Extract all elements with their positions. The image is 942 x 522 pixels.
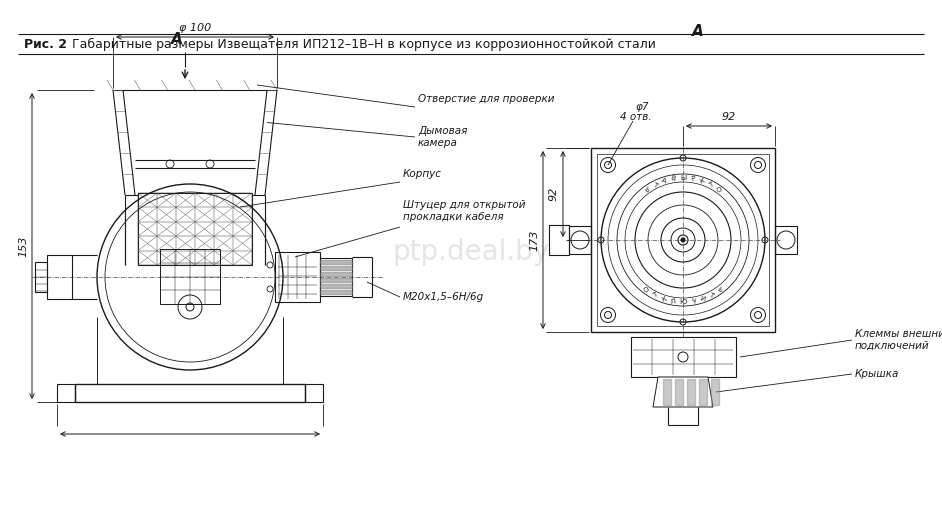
Bar — [75, 384, 305, 402]
Text: К: К — [660, 295, 667, 303]
Polygon shape — [687, 379, 695, 405]
Bar — [305, 384, 323, 402]
Text: Т: Т — [707, 292, 714, 299]
Text: Дымовая
камера: Дымовая камера — [418, 126, 467, 148]
Text: φ 100: φ 100 — [179, 23, 211, 33]
Text: 153: 153 — [18, 235, 28, 257]
Polygon shape — [711, 379, 719, 405]
Text: Штуцер для открытой
прокладки кабеля: Штуцер для открытой прокладки кабеля — [403, 200, 526, 222]
Polygon shape — [699, 379, 707, 405]
Polygon shape — [663, 379, 671, 405]
Text: А: А — [660, 177, 667, 185]
Text: ptp.deal.by: ptp.deal.by — [393, 238, 549, 266]
Text: К: К — [699, 177, 706, 185]
Text: Корпус: Корпус — [403, 169, 442, 179]
Polygon shape — [320, 266, 352, 270]
Circle shape — [681, 238, 685, 242]
Bar — [35, 262, 47, 292]
Text: φ7: φ7 — [635, 102, 648, 112]
Text: Отверстие для проверки: Отверстие для проверки — [418, 94, 555, 104]
Bar — [775, 226, 797, 254]
Text: Клеммы внешних
подключений: Клеммы внешних подключений — [855, 329, 942, 351]
Polygon shape — [320, 272, 352, 276]
Text: 4 отв.: 4 отв. — [620, 112, 652, 122]
Text: A: A — [692, 24, 704, 39]
Bar — [591, 148, 775, 332]
Polygon shape — [320, 290, 352, 294]
Text: Ю: Ю — [679, 299, 687, 305]
Polygon shape — [320, 284, 352, 288]
Text: 173: 173 — [529, 229, 539, 251]
Bar — [57, 384, 75, 402]
Bar — [320, 258, 352, 296]
Text: О: О — [642, 286, 651, 294]
Bar — [549, 225, 569, 255]
Text: 92: 92 — [722, 112, 736, 122]
Bar — [631, 337, 736, 377]
Text: Ь: Ь — [716, 287, 723, 294]
Text: Рис. 2: Рис. 2 — [24, 38, 67, 51]
Text: Т: Т — [652, 292, 658, 299]
Polygon shape — [675, 379, 683, 405]
Text: Габаритные размеры Извещателя ИП212–1В–Н в корпусе из коррозионностойкой стали: Габаритные размеры Извещателя ИП212–1В–Н… — [68, 38, 656, 51]
Bar — [160, 249, 220, 304]
Text: A: A — [171, 32, 183, 47]
Text: Т: Т — [652, 181, 658, 188]
Bar — [569, 226, 591, 254]
Text: 152: 152 — [0, 521, 1, 522]
Polygon shape — [320, 260, 352, 264]
Polygon shape — [320, 278, 352, 282]
Text: 92: 92 — [549, 187, 559, 201]
Text: Т: Т — [707, 181, 714, 188]
Text: М20х1,5–6Н/6g: М20х1,5–6Н/6g — [403, 292, 484, 302]
Bar — [275, 252, 320, 302]
Text: В: В — [671, 175, 676, 182]
Polygon shape — [653, 377, 713, 407]
Bar — [597, 154, 769, 326]
Text: Ь: Ь — [642, 186, 650, 194]
Text: О: О — [716, 186, 723, 194]
Text: Крышка: Крышка — [855, 369, 900, 379]
Bar — [138, 193, 252, 265]
Bar — [47, 255, 72, 299]
Text: Р: Р — [690, 175, 695, 182]
Text: И: И — [699, 295, 706, 303]
Text: Ч: Ч — [690, 298, 695, 304]
Text: Л: Л — [671, 298, 676, 305]
Text: Ы: Ы — [680, 175, 686, 181]
